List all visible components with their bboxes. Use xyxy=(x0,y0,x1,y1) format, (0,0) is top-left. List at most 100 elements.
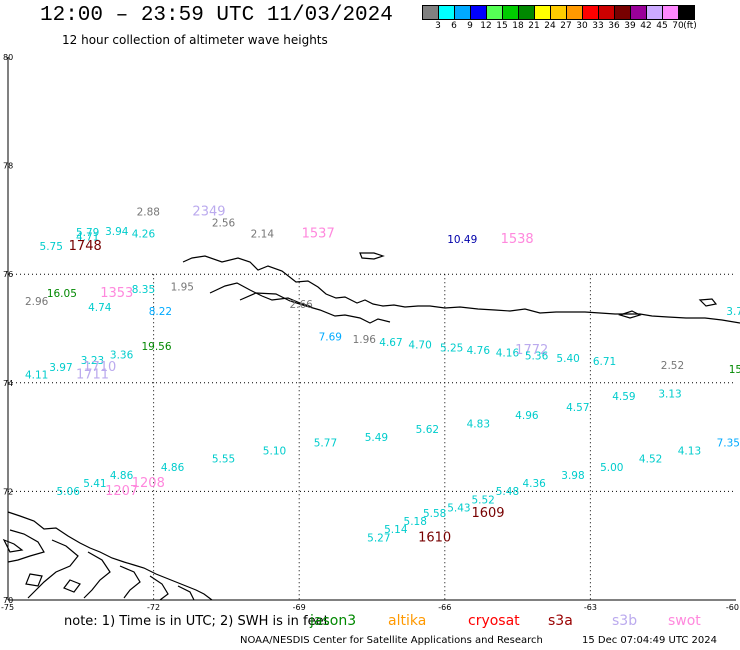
wave-height-label: 5.49 xyxy=(365,432,388,444)
map-grid xyxy=(8,273,736,600)
baffin-coastline-fjord xyxy=(27,539,79,599)
wave-height-label: 5.58 xyxy=(423,508,446,520)
greenland-coastline xyxy=(182,255,740,324)
wave-height-label: 5.10 xyxy=(263,445,286,457)
wave-height-label: 4.86 xyxy=(110,470,134,482)
legend-label: 3 xyxy=(435,21,441,31)
track-time-label: 1711 xyxy=(76,367,109,382)
wave-height-label: 5.25 xyxy=(440,342,463,354)
wave-height-label: 4.16 xyxy=(496,348,520,360)
legend-label: 33 xyxy=(592,21,604,31)
wave-height-label: 3.13 xyxy=(658,388,681,400)
wave-height-label: 2.52 xyxy=(661,360,684,372)
wave-height-label: 3.23 xyxy=(81,355,104,367)
wave-height-label: 2.56 xyxy=(212,217,236,229)
coastline xyxy=(2,252,740,601)
track-time-label: 1537 xyxy=(302,226,335,241)
greenland-coastline-south xyxy=(261,295,313,308)
wave-height-label: 4.67 xyxy=(379,337,402,349)
baffin-island-piece xyxy=(63,579,81,593)
legend-swatch xyxy=(502,5,519,20)
greenland-coastline-ridge xyxy=(209,282,263,297)
track-time-label: 1208 xyxy=(132,476,165,491)
track-time-label: 1538 xyxy=(501,232,534,247)
legend-label: 70 xyxy=(672,21,684,31)
legend-label: 24 xyxy=(544,21,556,31)
track-time-label: 1710 xyxy=(83,360,116,375)
wave-height-label: 4.52 xyxy=(639,454,662,466)
island xyxy=(359,252,385,260)
wave-height-label: 10.49 xyxy=(447,234,477,246)
wave-height-label: 2.14 xyxy=(251,228,275,240)
wave-height-label: 4.76 xyxy=(467,345,491,357)
baffin-coastline-fjord xyxy=(83,551,111,599)
wave-height-label: 4.71 xyxy=(76,232,99,244)
legend-label: 12 xyxy=(480,21,492,31)
satellite-key-s3b: s3b xyxy=(612,613,638,629)
legend-swatch xyxy=(662,5,679,20)
baffin-coastline-fjord xyxy=(177,585,195,601)
legend-swatch xyxy=(518,5,535,20)
legend-label: 30 xyxy=(576,21,588,31)
wave-height-label: 5.36 xyxy=(525,350,549,362)
legend-swatch xyxy=(470,5,487,20)
wave-height-label: 5.55 xyxy=(212,454,235,466)
legend-label: 18 xyxy=(512,21,524,31)
wave-height-label: 3.97 xyxy=(49,362,72,374)
wave-height-label: 4.26 xyxy=(132,228,156,240)
wave-height-label: 19.56 xyxy=(141,341,171,353)
baffin-coastline-fjord xyxy=(149,575,169,601)
wave-height-label: 7.35 xyxy=(717,437,740,449)
wave-height-label: 2.96 xyxy=(25,296,49,308)
baffin-island-piece xyxy=(25,573,43,587)
baffin-island-piece xyxy=(2,538,24,553)
legend-swatch xyxy=(438,5,455,20)
legend-labels: 3 6 9 12 15 18 21 24 27 30 33 36 39 42 45 70 (ft) xyxy=(422,20,697,32)
color-legend: 3 6 9 12 15 18 21 24 27 30 33 36 39 42 45 70 (ft) xyxy=(422,5,697,32)
baffin-coastline-fjord xyxy=(119,565,141,599)
wave-height-label: 4.83 xyxy=(467,418,490,430)
wave-height-label: 4.74 xyxy=(88,302,112,314)
lon-tick-label: -63 xyxy=(584,603,597,612)
wave-height-label: 2.66 xyxy=(289,299,313,311)
lat-tick-label: 78 xyxy=(3,162,13,171)
wave-height-label: 4.13 xyxy=(678,445,701,457)
axis-labels: 80 78 76 74 72 70-75 -72 -69 -66 -63 -60 xyxy=(1,53,739,612)
lon-tick-label: -66 xyxy=(438,603,451,612)
wave-height-label: 3.36 xyxy=(110,349,134,361)
legend-label: 39 xyxy=(624,21,636,31)
legend-label: 42 xyxy=(640,21,652,31)
legend-label: 27 xyxy=(560,21,572,31)
legend-label: 6 xyxy=(451,21,457,31)
wave-height-label: 5.27 xyxy=(367,532,390,544)
legend-swatch xyxy=(454,5,471,20)
wave-height-label: 15.62 xyxy=(729,364,740,376)
lat-tick-label: 76 xyxy=(3,270,13,279)
satellite-key-swot: swot xyxy=(668,613,701,629)
wave-height-label: 5.14 xyxy=(384,524,408,536)
legend-label: 21 xyxy=(528,21,540,31)
wave-height-label: 4.86 xyxy=(161,462,185,474)
wave-height-label: 1.96 xyxy=(353,334,377,346)
lat-tick-label: 70 xyxy=(3,596,13,605)
legend-unit: (ft) xyxy=(683,21,697,31)
legend-swatch xyxy=(630,5,647,20)
legend-label: 36 xyxy=(608,21,620,31)
track-time-label: 1353 xyxy=(100,286,133,301)
track-time-label: 1609 xyxy=(471,506,504,521)
wave-height-label: 5.48 xyxy=(496,486,519,498)
legend-swatch xyxy=(678,5,695,20)
footer-timestamp: 15 Dec 07:04:49 UTC 2024 xyxy=(582,635,717,646)
baffin-coastline-fjord xyxy=(7,529,45,563)
lon-tick-label: -75 xyxy=(1,603,14,612)
wave-height-label: 5.06 xyxy=(57,486,81,498)
wave-height-label: 7.69 xyxy=(319,331,342,343)
track-time-label: 1207 xyxy=(105,484,138,499)
greenland-coastline-inlet xyxy=(239,292,391,324)
map-frame xyxy=(7,57,736,601)
legend-swatch xyxy=(582,5,599,20)
island xyxy=(698,298,718,307)
legend-swatch xyxy=(486,5,503,20)
wave-height-label: 5.52 xyxy=(471,494,494,506)
baffin-coastline xyxy=(7,511,213,601)
